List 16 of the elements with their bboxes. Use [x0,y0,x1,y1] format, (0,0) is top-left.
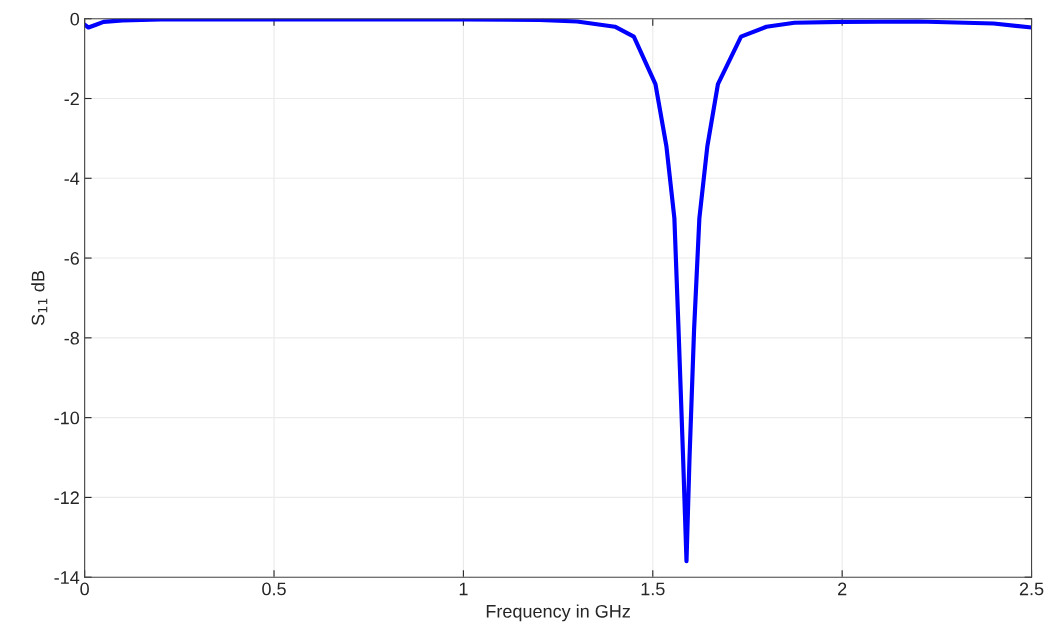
y-tick-label: -12 [54,491,79,504]
y-axis-title: S$_{11}$ dB [31,271,48,326]
x-axis-title: Frequency in GHz [486,604,630,622]
y-tick-label: -10 [54,411,80,425]
y-tick-label: -14 [54,571,80,584]
x-tick-label: 0 [80,582,89,596]
x-tick-label: 1 [459,582,468,596]
x-tick-label: 2.5 [1019,582,1044,596]
y-tick-label: 0 [70,12,80,26]
y-tick-label: -6 [64,252,79,265]
x-tick-label: 1.5 [641,582,665,596]
x-tick-label: 0.5 [262,582,286,596]
y-tick-label: -4 [64,172,80,185]
x-tick-label: 2 [838,582,847,596]
y-tick-label: -2 [64,92,79,106]
y-tick-label: -8 [64,331,79,345]
